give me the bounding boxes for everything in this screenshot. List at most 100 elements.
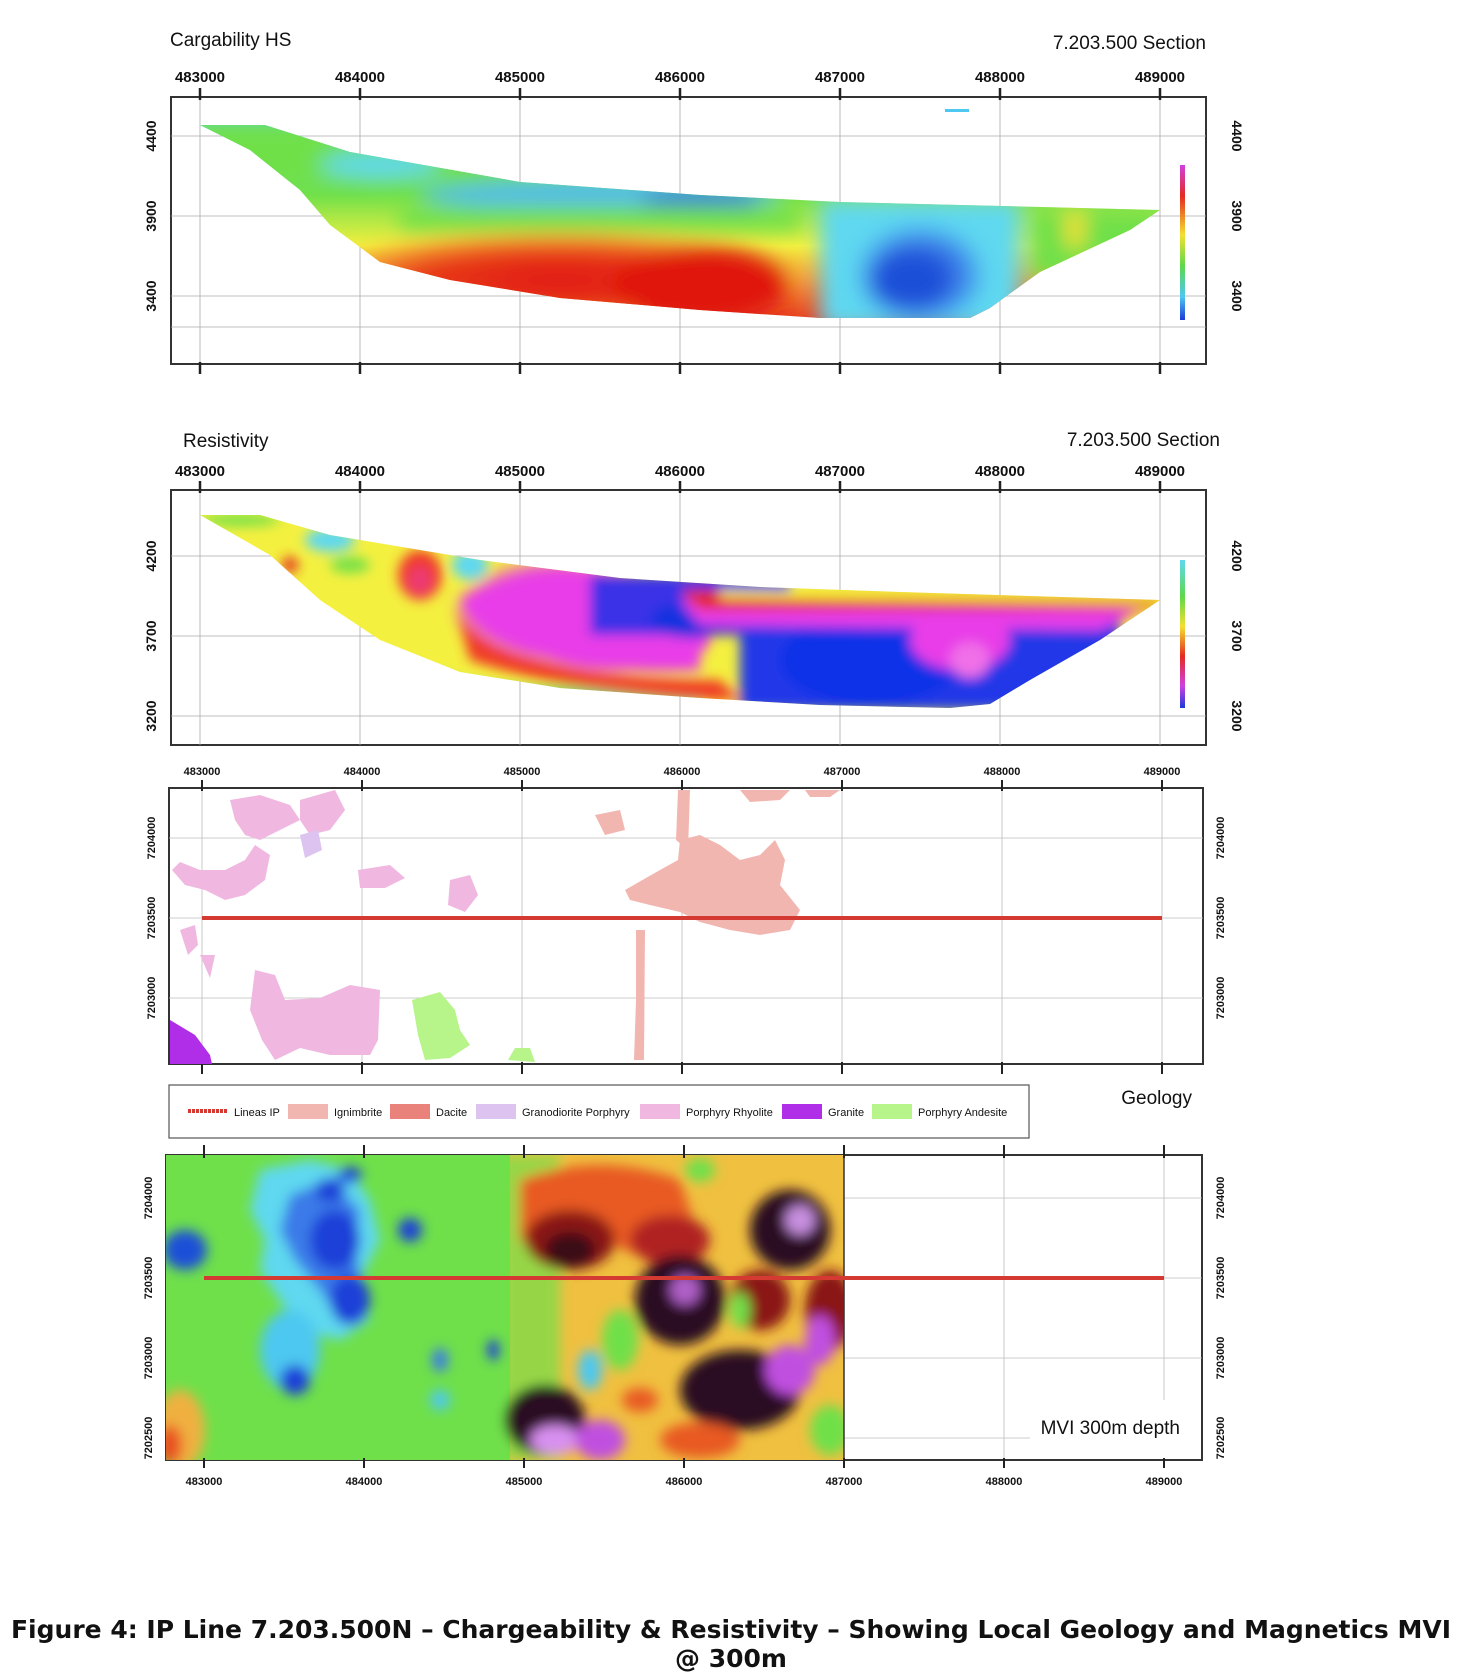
- legend-frame: [168, 1084, 1030, 1139]
- legend-items: Lineas IP Ignimbrite Dacite Granodiorite Po…: [188, 1104, 1007, 1119]
- x-tick-label: 484000: [346, 1476, 383, 1488]
- y-tick-label: 3700: [143, 620, 159, 651]
- chargeability-tickmarks: [198, 88, 1162, 374]
- x-tick-label: 489000: [1135, 463, 1185, 480]
- mvi-image: [166, 1155, 844, 1460]
- legend-label: Dacite: [436, 1107, 467, 1119]
- y-tick-label: 7203500: [143, 1257, 155, 1300]
- x-tick-label: 488000: [986, 1476, 1023, 1488]
- legend-swatch: [390, 1104, 430, 1119]
- legend-label: Porphyry Andesite: [918, 1107, 1007, 1119]
- legend-label: Ignimbrite: [334, 1107, 382, 1119]
- legend-item: Granite: [782, 1104, 864, 1119]
- y-tick-label: 4400: [1229, 120, 1245, 151]
- y-tick-label: 3200: [1229, 700, 1245, 731]
- y-tick-label: 4200: [1229, 540, 1245, 571]
- y-tick-label: 4200: [143, 540, 159, 571]
- y-tick-label: 7203500: [1215, 897, 1227, 940]
- resistivity-section-label: 7.203.500 Section: [1067, 430, 1220, 451]
- resistivity-tickmarks: [198, 481, 1162, 493]
- y-tick-label: 3400: [1229, 280, 1245, 311]
- legend-label: Lineas IP: [234, 1107, 280, 1119]
- legend-swatch: [288, 1104, 328, 1119]
- mvi-panel: MVI 300m depth 483000 484000 485000 4860…: [143, 1145, 1227, 1488]
- x-tick-label: 486000: [655, 463, 705, 480]
- legend-item: Granodiorite Porphyry: [476, 1104, 630, 1119]
- chargeability-marker: [945, 109, 969, 112]
- y-tick-label: 3900: [143, 200, 159, 231]
- x-tick-label: 486000: [655, 69, 705, 86]
- y-tick-label: 7203000: [143, 1337, 155, 1380]
- x-tick-label: 486000: [666, 1476, 703, 1488]
- mvi-x-ticks: 483000 484000 485000 486000 487000 48800…: [186, 1476, 1183, 1488]
- geology-tickmarks: [201, 780, 1163, 1074]
- chargeability-color-scale: [1180, 165, 1185, 320]
- y-tick-label: 7203500: [146, 897, 158, 940]
- y-tick-label: 7204000: [146, 817, 158, 860]
- chargeability-y-ticks-right: 4400 3900 3400: [1229, 120, 1245, 311]
- y-tick-label: 7204000: [1215, 817, 1227, 860]
- y-tick-label: 7202500: [143, 1417, 155, 1460]
- x-tick-label: 485000: [495, 463, 545, 480]
- geology-legend: Lineas IP Ignimbrite Dacite Granodiorite Po…: [168, 1084, 1192, 1139]
- geology-title: Geology: [1121, 1088, 1192, 1109]
- legend-label: Porphyry Rhyolite: [686, 1107, 773, 1119]
- resistivity-y-ticks-left: 4200 3700 3200: [143, 540, 159, 731]
- x-tick-label: 487000: [815, 69, 865, 86]
- x-tick-label: 483000: [186, 1476, 223, 1488]
- y-tick-label: 7203500: [1215, 1257, 1227, 1300]
- y-tick-label: 3700: [1229, 620, 1245, 651]
- legend-swatch: [782, 1104, 822, 1119]
- geology-x-ticks: 483000 484000 485000 486000 487000 48800…: [184, 766, 1181, 778]
- legend-swatch: [640, 1104, 680, 1119]
- x-tick-label: 489000: [1146, 1476, 1183, 1488]
- mvi-y-ticks-left: 7204000 7203500 7203000 7202500: [143, 1177, 155, 1460]
- x-tick-label: 489000: [1144, 766, 1181, 778]
- chargeability-y-ticks-left: 4400 3900 3400: [143, 120, 159, 311]
- x-tick-label: 488000: [975, 463, 1025, 480]
- y-tick-label: 3200: [143, 700, 159, 731]
- chargeability-section-label: 7.203.500 Section: [1053, 33, 1206, 54]
- chargeability-title: Cargability HS: [170, 30, 291, 51]
- legend-item: Dacite: [390, 1104, 467, 1119]
- mvi-title: MVI 300m depth: [1041, 1418, 1180, 1439]
- legend-label: Granite: [828, 1107, 864, 1119]
- legend-swatch: [872, 1104, 912, 1119]
- x-tick-label: 485000: [504, 766, 541, 778]
- y-tick-label: 7202500: [1215, 1417, 1227, 1460]
- resistivity-title: Resistivity: [183, 431, 269, 452]
- x-tick-label: 487000: [815, 463, 865, 480]
- chargeability-x-ticks: 483000 484000 485000 486000 487000 48800…: [175, 69, 1185, 86]
- figure-caption: Figure 4: IP Line 7.203.500N – Chargeabi…: [10, 1615, 1451, 1673]
- x-tick-label: 485000: [506, 1476, 543, 1488]
- x-tick-label: 488000: [975, 69, 1025, 86]
- x-tick-label: 484000: [335, 463, 385, 480]
- resistivity-panel: Resistivity 7.203.500 Section 483000 484…: [143, 430, 1245, 746]
- legend-item: Porphyry Rhyolite: [640, 1104, 773, 1119]
- x-tick-label: 489000: [1135, 69, 1185, 86]
- x-tick-label: 485000: [495, 69, 545, 86]
- x-tick-label: 483000: [184, 766, 221, 778]
- legend-item: Lineas IP: [188, 1107, 280, 1119]
- geology-y-ticks-right: 7204000 7203500 7203000: [1215, 817, 1227, 1020]
- y-tick-label: 3900: [1229, 200, 1245, 231]
- y-tick-label: 7203000: [1215, 1337, 1227, 1380]
- x-tick-label: 484000: [335, 69, 385, 86]
- x-tick-label: 483000: [175, 463, 225, 480]
- legend-item: Porphyry Andesite: [872, 1104, 1007, 1119]
- resistivity-y-ticks-right: 4200 3700 3200: [1229, 540, 1245, 731]
- resistivity-x-ticks: 483000 484000 485000 486000 487000 48800…: [175, 463, 1185, 480]
- y-tick-label: 4400: [143, 120, 159, 151]
- y-tick-label: 7203000: [1215, 977, 1227, 1020]
- mvi-tickmarks: [203, 1145, 1165, 1468]
- legend-swatch: [476, 1104, 516, 1119]
- y-tick-label: 7203000: [146, 977, 158, 1020]
- geology-y-ticks-left: 7204000 7203500 7203000: [146, 817, 158, 1020]
- x-tick-label: 486000: [664, 766, 701, 778]
- y-tick-label: 7204000: [143, 1177, 155, 1220]
- y-tick-label: 7204000: [1215, 1177, 1227, 1220]
- resistivity-color-scale: [1180, 560, 1185, 708]
- x-tick-label: 487000: [826, 1476, 863, 1488]
- x-tick-label: 488000: [984, 766, 1021, 778]
